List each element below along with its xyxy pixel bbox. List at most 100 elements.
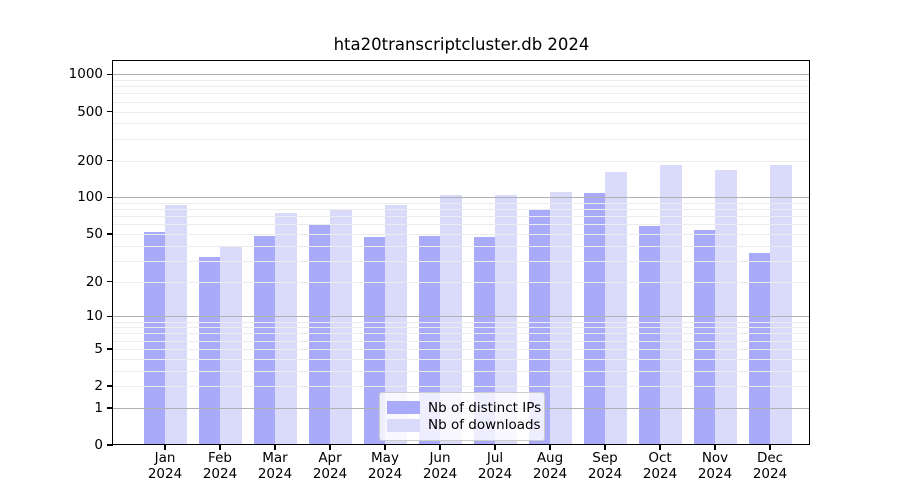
minor-gridline-30	[113, 260, 810, 262]
minor-gridline-3	[113, 370, 810, 372]
minor-gridline-60	[113, 224, 810, 226]
x-tick-sep	[604, 445, 606, 450]
minor-gridline-20	[113, 281, 810, 283]
y-tick-20	[107, 280, 113, 283]
x-tick-jun	[439, 445, 441, 450]
bar-nb-of-downloads-dec	[770, 164, 792, 445]
legend-item-distinct-ips: Nb of distinct IPs	[387, 399, 541, 417]
x-tick-label-dec: Dec 2024	[752, 450, 788, 482]
minor-gridline-900	[113, 80, 810, 81]
bar-nb-of-distinct-ips-mar	[253, 236, 275, 445]
x-tick-label-nov: Nov 2024	[697, 450, 733, 482]
y-tick-1	[107, 407, 113, 409]
x-tick-label-jul: Jul 2024	[477, 450, 513, 482]
x-tick-label-aug: Aug 2024	[532, 450, 568, 482]
minor-gridline-8	[113, 327, 810, 329]
bar-nb-of-downloads-feb	[220, 247, 242, 445]
major-gridline-1000	[113, 74, 810, 76]
minor-gridline-90	[113, 203, 810, 204]
x-tick-jul	[494, 445, 496, 450]
x-tick-label-jun: Jun 2024	[422, 450, 458, 482]
x-tick-feb	[219, 445, 221, 450]
minor-gridline-800	[113, 86, 810, 88]
y-tick-200	[107, 159, 113, 162]
x-tick-label-apr: Apr 2024	[312, 450, 348, 482]
minor-gridline-50	[113, 234, 810, 235]
minor-gridline-5	[113, 348, 810, 350]
major-gridline-10	[113, 316, 810, 318]
x-tick-nov	[714, 445, 716, 450]
bar-nb-of-downloads-apr	[330, 208, 352, 445]
bar-nb-of-distinct-ips-nov	[693, 230, 715, 445]
x-tick-dec	[769, 445, 771, 450]
y-tick-label-20: 20	[85, 273, 103, 290]
y-tick-5	[107, 348, 113, 350]
bar-nb-of-downloads-aug	[550, 192, 572, 445]
minor-gridline-70	[113, 216, 810, 218]
y-tick-label-10: 10	[85, 308, 103, 325]
x-tick-label-sep: Sep 2024	[587, 450, 623, 482]
bar-nb-of-distinct-ips-jan	[143, 232, 165, 445]
bar-nb-of-distinct-ips-dec	[748, 252, 770, 445]
minor-gridline-9	[113, 321, 810, 323]
legend: Nb of distinct IPs Nb of downloads	[379, 392, 545, 441]
x-tick-aug	[549, 445, 551, 450]
y-tick-label-200: 200	[77, 152, 103, 169]
major-gridline-100	[113, 197, 810, 199]
x-tick-label-mar: Mar 2024	[257, 450, 293, 482]
minor-gridline-200	[113, 160, 810, 162]
bar-nb-of-downloads-jun	[440, 195, 462, 445]
y-tick-10	[107, 315, 113, 318]
y-tick-500	[107, 110, 113, 113]
minor-gridline-7	[113, 333, 810, 335]
bar-nb-of-distinct-ips-oct	[638, 226, 660, 445]
minor-gridline-2	[113, 386, 810, 388]
bar-nb-of-downloads-jan	[165, 204, 187, 445]
chart-title: hta20transcriptcluster.db 2024	[333, 35, 590, 54]
minor-gridline-700	[113, 93, 810, 95]
bar-nb-of-downloads-may	[385, 204, 407, 445]
x-tick-apr	[329, 445, 331, 450]
legend-swatch-downloads	[387, 418, 420, 432]
y-tick-label-5: 5	[94, 340, 103, 357]
y-tick-50	[107, 233, 113, 235]
y-tick-0	[107, 444, 113, 446]
bar-nb-of-downloads-jul	[495, 195, 517, 445]
y-tick-100	[107, 196, 113, 199]
y-tick-label-500: 500	[77, 103, 103, 120]
y-tick-label-1000: 1000	[68, 66, 103, 83]
x-tick-label-jan: Jan 2024	[147, 450, 183, 482]
y-tick-label-100: 100	[77, 189, 103, 206]
y-tick-label-0: 0	[94, 437, 103, 453]
minor-gridline-80	[113, 209, 810, 211]
y-tick-1000	[107, 73, 113, 76]
y-tick-label-50: 50	[85, 226, 103, 242]
minor-gridline-600	[113, 101, 810, 103]
x-tick-label-may: May 2024	[367, 450, 403, 482]
bar-nb-of-distinct-ips-sep	[583, 193, 605, 445]
legend-label-distinct-ips: Nb of distinct IPs	[428, 399, 542, 416]
bar-nb-of-downloads-oct	[660, 164, 682, 445]
minor-gridline-500	[113, 111, 810, 113]
legend-item-downloads: Nb of downloads	[387, 417, 541, 435]
minor-gridline-4	[113, 358, 810, 360]
y-tick-2	[107, 385, 113, 387]
x-tick-jan	[164, 445, 166, 450]
minor-gridline-300	[113, 138, 810, 140]
minor-gridline-40	[113, 245, 810, 247]
bar-nb-of-distinct-ips-feb	[198, 257, 220, 445]
minor-gridline-400	[113, 123, 810, 125]
bar-nb-of-downloads-sep	[605, 172, 627, 445]
x-tick-label-feb: Feb 2024	[202, 450, 238, 482]
y-tick-label-1: 1	[94, 399, 103, 416]
x-tick-mar	[274, 445, 276, 450]
bar-nb-of-downloads-nov	[715, 169, 737, 445]
y-tick-label-2: 2	[94, 378, 103, 395]
legend-swatch-distinct-ips	[387, 401, 420, 415]
minor-gridline-6	[113, 340, 810, 342]
legend-label-downloads: Nb of downloads	[428, 417, 541, 434]
x-tick-label-oct: Oct 2024	[642, 450, 678, 482]
bar-nb-of-downloads-mar	[275, 212, 297, 445]
x-tick-may	[384, 445, 386, 450]
